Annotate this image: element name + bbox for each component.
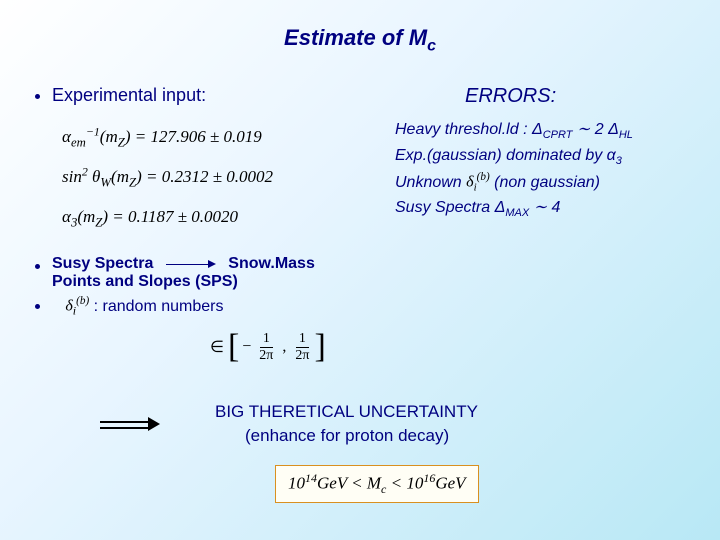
delta-ib-icon: δi(b) [466, 169, 490, 196]
implies-arrow-icon [100, 415, 160, 435]
bullet-icon [35, 94, 40, 99]
susy-line-2: δi(b) : random numbers [35, 295, 315, 319]
bullet-icon [35, 264, 40, 269]
fraction-pos: 1 2π [292, 331, 312, 364]
experimental-label: Experimental input: [52, 85, 206, 106]
sps-label: Points and Slopes (SPS) [52, 273, 238, 290]
susy-line-1: Susy Spectra Snow.Mass Points and Slopes… [35, 255, 315, 291]
snowmass-label: Snow.Mass [228, 255, 315, 272]
bullet-icon [35, 304, 40, 309]
element-of-symbol: ∈ [210, 337, 224, 357]
uncertainty-line-2: (enhance for proton decay) [245, 424, 478, 448]
error-line-unknown: Unknown δi(b) (non gaussian) [395, 169, 633, 196]
fraction-neg: 1 2π [256, 331, 276, 364]
error-line-exp-gaussian: Exp.(gaussian) dominated by α3 [395, 144, 633, 170]
left-column: Experimental input: [35, 85, 206, 118]
slide-title: Estimate of Mc [0, 0, 720, 55]
random-numbers-label: : random numbers [94, 298, 224, 315]
formula-block: αem−1(mZ) = 127.906 ± 0.019 sin2 θW(mZ) … [62, 120, 273, 240]
formula-alpha3: α3(mZ) = 0.1187 ± 0.0020 [62, 200, 273, 236]
result-box: 1014GeV < Mc < 1016GeV [275, 465, 479, 503]
experimental-input-heading: Experimental input: [35, 85, 206, 106]
formula-alpha-em: αem−1(mZ) = 127.906 ± 0.019 [62, 120, 273, 156]
susy-block: Susy Spectra Snow.Mass Points and Slopes… [35, 255, 315, 323]
error-line-susy-spectra: Susy Spectra ΔMAX ∼ 4 [395, 196, 633, 222]
uncertainty-line-1: BIG THERETICAL UNCERTAINTY [215, 400, 478, 424]
errors-heading: ERRORS: [465, 85, 633, 108]
uncertainty-text: BIG THERETICAL UNCERTAINTY (enhance for … [215, 400, 478, 448]
left-bracket-icon: [ [228, 328, 239, 366]
susy-spectra-label: Susy Spectra [52, 255, 153, 272]
right-column: ERRORS: Heavy threshol.ld : ΔCPRT ∼ 2 ΔH… [395, 85, 633, 222]
delta-ib-icon: δi(b) [65, 295, 89, 319]
formula-sin2theta: sin2 θW(mZ) = 0.2312 ± 0.0002 [62, 160, 273, 196]
title-sub: c [427, 37, 436, 54]
error-line-heavy-threshold: Heavy threshol.ld : ΔCPRT ∼ 2 ΔHL [395, 118, 633, 144]
errors-body: Heavy threshol.ld : ΔCPRT ∼ 2 ΔHL Exp.(g… [395, 118, 633, 222]
right-bracket-icon: ] [314, 328, 325, 366]
title-main: Estimate of M [284, 25, 427, 50]
interval-expression: ∈ [ − 1 2π , 1 2π ] [210, 328, 326, 366]
